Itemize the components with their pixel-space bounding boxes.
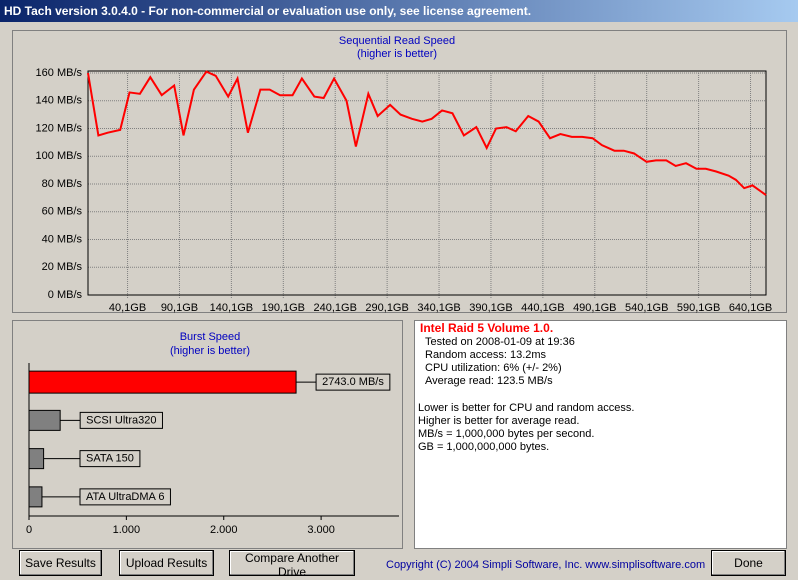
y-tick-label: 40 MB/s bbox=[42, 233, 83, 245]
x-tick-label: 490,1GB bbox=[573, 302, 616, 314]
info-note: Higher is better for average read. bbox=[418, 415, 579, 427]
upload-button[interactable]: Upload Results bbox=[119, 550, 214, 576]
done-button[interactable]: Done bbox=[711, 550, 786, 576]
y-tick-label: 60 MB/s bbox=[42, 206, 83, 218]
bar bbox=[28, 448, 45, 470]
x-tick-label: 340,1GB bbox=[417, 302, 460, 314]
x-tick-label: 640,1GB bbox=[729, 302, 772, 314]
bar bbox=[28, 486, 43, 508]
compare-button[interactable]: Compare Another Drive bbox=[229, 550, 355, 579]
bar-label: 2743.0 MB/s bbox=[322, 376, 384, 388]
info-note: GB = 1,000,000,000 bytes. bbox=[418, 441, 549, 453]
y-tick-label: 80 MB/s bbox=[42, 178, 83, 190]
bar bbox=[28, 409, 61, 431]
burst-subtitle: (higher is better) bbox=[170, 345, 250, 357]
info-panel bbox=[414, 320, 787, 549]
burst-title: Burst Speed bbox=[180, 331, 241, 343]
title-bar bbox=[0, 0, 798, 22]
info-detail: CPU utilization: 6% (+/- 2%) bbox=[425, 362, 562, 374]
bar-label: ATA UltraDMA 6 bbox=[86, 491, 164, 503]
window-title: HD Tach version 3.0.4.0 - For non-commer… bbox=[4, 4, 531, 18]
x-tick-label: 440,1GB bbox=[521, 302, 564, 314]
x-tick-label: 540,1GB bbox=[625, 302, 668, 314]
info-detail: Random access: 13.2ms bbox=[425, 349, 547, 361]
y-tick-label: 100 MB/s bbox=[36, 150, 83, 162]
x-tick-label: 590,1GB bbox=[677, 302, 720, 314]
label-box bbox=[315, 373, 391, 391]
label-box bbox=[79, 450, 141, 468]
label-box bbox=[79, 411, 163, 429]
plot-frame bbox=[87, 70, 767, 296]
y-tick-label: 140 MB/s bbox=[36, 95, 83, 107]
x-tick-label: 2.000 bbox=[210, 524, 238, 536]
x-tick-label: 190,1GB bbox=[262, 302, 305, 314]
bar bbox=[28, 370, 297, 394]
label-box bbox=[79, 488, 171, 506]
info-note: MB/s = 1,000,000 bytes per second. bbox=[418, 428, 594, 440]
read-title: Sequential Read Speed bbox=[339, 35, 455, 47]
bar-label: SATA 150 bbox=[86, 453, 134, 465]
save-button[interactable]: Save Results bbox=[19, 550, 102, 576]
y-tick-label: 160 MB/s bbox=[36, 67, 83, 79]
x-tick-label: 240,1GB bbox=[314, 302, 357, 314]
x-tick-label: 290,1GB bbox=[365, 302, 408, 314]
read-subtitle: (higher is better) bbox=[357, 48, 437, 60]
x-tick-label: 90,1GB bbox=[161, 302, 198, 314]
y-tick-label: 0 MB/s bbox=[48, 289, 83, 301]
x-tick-label: 140,1GB bbox=[210, 302, 253, 314]
info-title: Intel Raid 5 Volume 1.0. bbox=[420, 321, 553, 335]
read-panel bbox=[12, 30, 787, 313]
x-tick-label: 40,1GB bbox=[109, 302, 146, 314]
info-note: Lower is better for CPU and random acces… bbox=[418, 402, 634, 414]
x-tick-label: 3.000 bbox=[307, 524, 335, 536]
copyright: Copyright (C) 2004 Simpli Software, Inc.… bbox=[386, 559, 705, 571]
x-tick-label: 1.000 bbox=[113, 524, 141, 536]
bar-label: SCSI Ultra320 bbox=[86, 414, 156, 426]
info-detail: Average read: 123.5 MB/s bbox=[425, 375, 553, 387]
info-detail: Tested on 2008-01-09 at 19:36 bbox=[425, 336, 575, 348]
read-line bbox=[87, 70, 767, 196]
x-tick-label: 390,1GB bbox=[469, 302, 512, 314]
y-tick-label: 120 MB/s bbox=[36, 122, 83, 134]
burst-panel bbox=[12, 320, 403, 549]
x-tick-label: 0 bbox=[26, 524, 32, 536]
y-tick-label: 20 MB/s bbox=[42, 261, 83, 273]
